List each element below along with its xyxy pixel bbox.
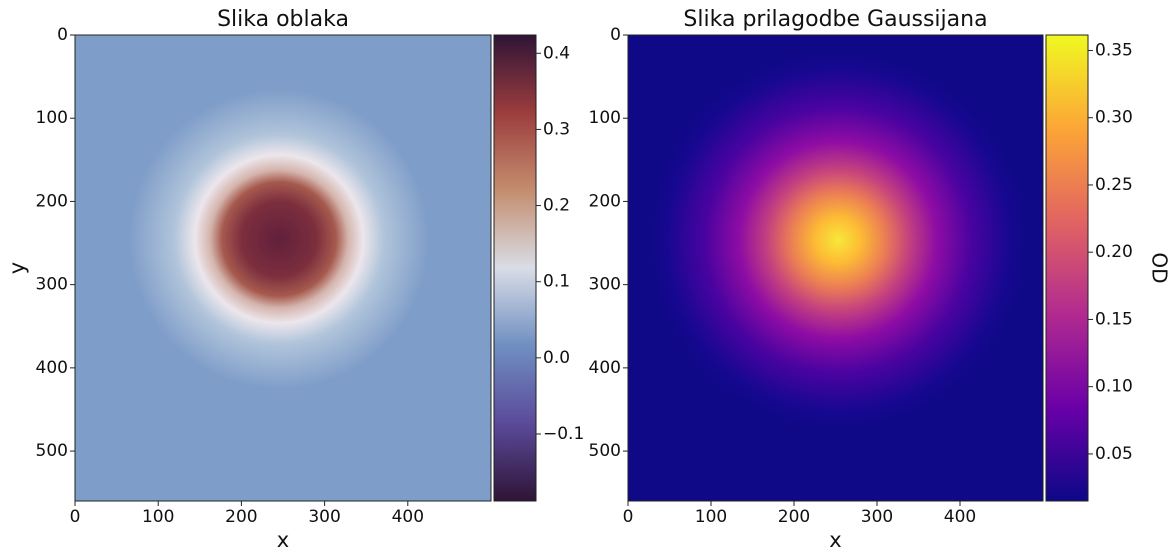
colorbar-tick-label: 0.25 [1095, 175, 1133, 195]
colorbar-tick-label: 0.3 [543, 119, 570, 139]
colorbar-tick-label: 0.35 [1095, 40, 1133, 60]
x-tick-label: 400 [944, 507, 976, 527]
chart-title: Slika prilagodbe Gaussijana [683, 7, 987, 32]
x-tick-label: 300 [308, 507, 340, 527]
colorbar-label: OD [1148, 252, 1172, 283]
y-tick-label: 500 [589, 441, 621, 461]
y-tick-label: 400 [36, 358, 68, 378]
colorbar-tick-label: 0.20 [1095, 242, 1133, 262]
x-tick-label: 200 [778, 507, 810, 527]
x-tick-label: 300 [861, 507, 893, 527]
colorbar-tick-label: 0.30 [1095, 108, 1133, 128]
colorbar-tick-label: 0.2 [543, 196, 570, 216]
axes-frame [74, 34, 492, 502]
y-tick-label: 100 [36, 108, 68, 128]
colorbar-tick-label: 0.05 [1095, 444, 1133, 464]
y-tick-label: 400 [589, 358, 621, 378]
x-tick-label: 0 [623, 507, 634, 527]
y-tick-label: 0 [610, 25, 621, 45]
y-tick-label: 300 [36, 275, 68, 295]
x-axis-label: x [829, 528, 841, 552]
y-axis-label: y [5, 262, 29, 274]
colorbar-tick-label: 0.0 [543, 348, 570, 368]
x-tick-label: 100 [142, 507, 174, 527]
x-tick-label: 0 [70, 507, 81, 527]
axes-frame [627, 34, 1044, 502]
y-tick-label: 200 [36, 191, 68, 211]
x-axis-label: x [277, 528, 289, 552]
x-tick-label: 100 [695, 507, 727, 527]
heatmap-image [75, 35, 491, 501]
colorbar [493, 34, 537, 502]
x-tick-label: 400 [392, 507, 424, 527]
y-tick-label: 100 [589, 108, 621, 128]
colorbar-tick-label: 0.15 [1095, 309, 1133, 329]
y-tick-label: 300 [589, 275, 621, 295]
y-tick-label: 200 [589, 191, 621, 211]
y-tick-label: 0 [57, 25, 68, 45]
colorbar-tick-label: 0.1 [543, 272, 570, 292]
x-tick-label: 200 [225, 507, 257, 527]
image-layer [75, 35, 1043, 501]
y-tick-label: 500 [36, 441, 68, 461]
colorbar [1045, 34, 1089, 502]
colorbar-tick-label: 0.4 [543, 43, 570, 63]
colorbar-tick-label: 0.10 [1095, 377, 1133, 397]
colorbar-tick-label: −0.1 [543, 424, 584, 444]
chart-title: Slika oblaka [217, 7, 349, 32]
heatmap-image [628, 35, 1043, 501]
